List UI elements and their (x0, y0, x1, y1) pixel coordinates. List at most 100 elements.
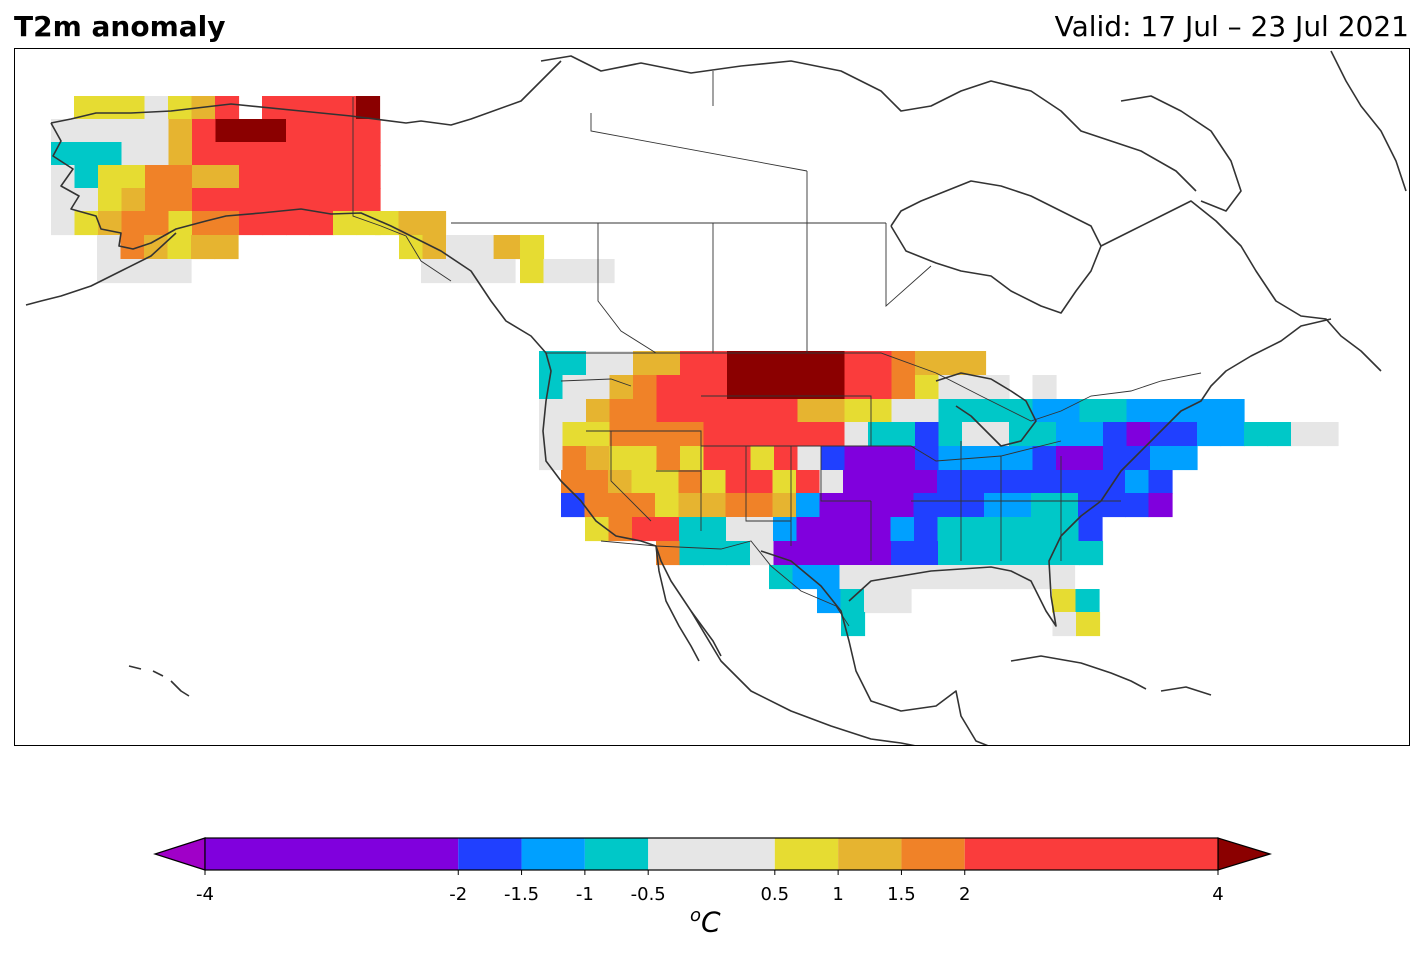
anomaly-cell (1051, 565, 1076, 590)
anomaly-cell (774, 375, 799, 400)
anomaly-cell (1150, 399, 1175, 424)
valid-date-range: Valid: 17 Jul – 23 Jul 2021 (1054, 10, 1409, 43)
anomaly-cell (1079, 422, 1104, 447)
anomaly-cell (98, 119, 123, 144)
anomaly-cell (1291, 422, 1316, 447)
anomaly-cell (74, 211, 99, 236)
anomaly-cell (145, 188, 170, 213)
anomaly-cell (985, 446, 1010, 471)
anomaly-cell (262, 165, 287, 190)
anomaly-cell (703, 399, 728, 424)
colorbar-ticks: -4 -2 -1.5 -1 -0.5 0.5 1 1.5 2 4 (196, 870, 1224, 905)
anomaly-cell (891, 375, 916, 400)
anomaly-cell (656, 399, 681, 424)
anomaly-cell (1103, 399, 1128, 424)
anomaly-cell (192, 119, 217, 144)
anomaly-cell (491, 259, 516, 284)
anomaly-cell (1007, 493, 1032, 518)
anomaly-cell (1052, 589, 1077, 614)
anomaly-cell (584, 493, 609, 518)
anomaly-cell (168, 142, 193, 167)
anomaly-cell (960, 493, 985, 518)
anomaly-cell (145, 211, 170, 236)
anomaly-cell (120, 259, 145, 284)
anomaly-cell (915, 399, 940, 424)
anomaly-cell (520, 235, 545, 260)
anomaly-cell (1007, 470, 1032, 495)
anomaly-cell (1150, 446, 1175, 471)
coastline-greenland (1330, 50, 1407, 192)
anomaly-cell (914, 517, 939, 542)
border-canada-provinces (451, 71, 932, 354)
anomaly-cell (655, 517, 680, 542)
anomaly-cell (819, 493, 844, 518)
anomaly-cell (772, 470, 797, 495)
anomaly-cell (656, 541, 681, 566)
colorbar-under-triangle (153, 837, 206, 871)
anomaly-cell (1009, 446, 1034, 471)
anomaly-cell (145, 165, 170, 190)
border-us-canada (546, 352, 1202, 422)
anomaly-cell (821, 351, 846, 376)
anomaly-cell (562, 375, 587, 400)
anomaly-cell (1126, 399, 1151, 424)
anomaly-cell (51, 165, 76, 190)
anomaly-cell (1103, 422, 1128, 447)
border-us-states (560, 378, 1121, 561)
anomaly-cell (539, 375, 564, 400)
anomaly-cell (1150, 422, 1175, 447)
anomaly-cell (915, 375, 940, 400)
anomaly-cell (609, 422, 634, 447)
anomaly-cell (1125, 493, 1150, 518)
anomaly-cell (145, 142, 170, 167)
anomaly-cell (844, 351, 869, 376)
anomaly-cell (333, 211, 358, 236)
anomaly-cell (286, 119, 311, 144)
anomaly-cell (631, 470, 656, 495)
anomaly-cell (51, 211, 76, 236)
anomaly-cell (868, 375, 893, 400)
coastline-aleutians (25, 232, 177, 306)
anomaly-cell (98, 165, 123, 190)
anomaly-cell (750, 351, 775, 376)
anomaly-cell (1079, 446, 1104, 471)
anomaly-cell (656, 446, 681, 471)
anomaly-cell (821, 446, 846, 471)
anomaly-cell (914, 541, 939, 566)
anomaly-cell (727, 422, 752, 447)
anomaly-cell (1079, 541, 1104, 566)
anomaly-cell (702, 470, 727, 495)
anomaly-cell (1031, 517, 1056, 542)
coastline-cuba (1010, 655, 1147, 690)
coastline-gulf-north (848, 318, 1332, 627)
border-us-mexico (600, 540, 850, 627)
anomaly-cell (215, 96, 240, 121)
anomaly-cell (702, 493, 727, 518)
anomaly-cell (192, 142, 217, 167)
coastline-hispaniola (1160, 686, 1212, 696)
anomaly-cell (168, 119, 193, 144)
anomaly-cell (543, 259, 568, 284)
anomaly-cell (191, 235, 216, 260)
anomaly-cell (655, 470, 680, 495)
anomaly-cell (286, 188, 311, 213)
anomaly-cell (74, 188, 99, 213)
anomaly-cell (1103, 446, 1128, 471)
anomaly-cell (984, 470, 1009, 495)
anomaly-cell (633, 446, 658, 471)
anomaly-cell (333, 165, 358, 190)
anomaly-cell (262, 119, 287, 144)
anomaly-cell (586, 399, 611, 424)
coastline-baja (655, 545, 700, 662)
anomaly-cell (774, 446, 799, 471)
anomaly-cell (866, 470, 891, 495)
anomaly-cell (702, 517, 727, 542)
anomaly-cell (774, 351, 799, 376)
borders (352, 71, 1202, 627)
anomaly-cell (1076, 612, 1101, 637)
anomaly-cell (1126, 446, 1151, 471)
colorbar-segment (964, 838, 1218, 870)
colorbar-segment (648, 838, 775, 870)
anomaly-cell (98, 188, 123, 213)
anomaly-cell (1173, 446, 1198, 471)
